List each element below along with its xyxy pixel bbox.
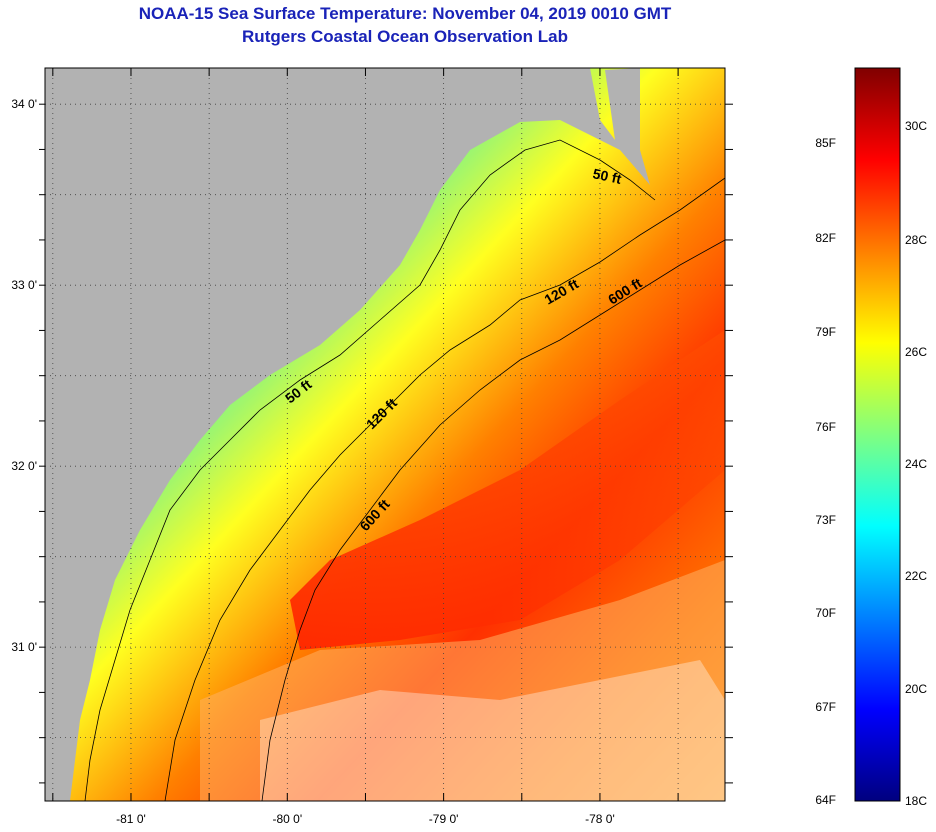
- lat-tick-label: 33 0': [11, 278, 37, 292]
- colorbar-c-label: 30C: [905, 119, 927, 133]
- colorbar-labels: 85F 82F 79F 76F 73F 70F 67F 64F 30C 28C 26C 24C 22C 2…: [815, 119, 927, 808]
- colorbar-c-label: 22C: [905, 569, 927, 583]
- colorbar-c-label: 26C: [905, 345, 927, 359]
- colorbar-c-label: 18C: [905, 794, 927, 808]
- colorbar: [854, 67, 901, 802]
- lon-tick-label: -81 0': [116, 812, 146, 826]
- colorbar-c-label: 28C: [905, 233, 927, 247]
- gulf-stream-warm-band: [290, 330, 725, 650]
- cloud-cover: [260, 660, 725, 801]
- lat-lon-grid: [45, 68, 725, 801]
- map-frame: [44, 67, 726, 802]
- colorbar-f-label: 82F: [815, 231, 836, 245]
- lat-tick-label: 34 0': [11, 97, 37, 111]
- contour-120ft: [164, 177, 725, 801]
- colorbar-c-label: 20C: [905, 682, 927, 696]
- colorbar-f-label: 73F: [815, 513, 836, 527]
- axis-ticks: [39, 68, 733, 801]
- southern-warm-region: [200, 560, 725, 801]
- map-title: NOAA-15 Sea Surface Temperature: Novembe…: [138, 4, 672, 23]
- lat-tick-label: 31 0': [11, 640, 37, 654]
- colorbar-f-label: 70F: [815, 606, 836, 620]
- lon-tick-label: -80 0': [272, 812, 302, 826]
- colorbar-f-label: 79F: [815, 325, 836, 339]
- contour-600ft: [261, 239, 725, 801]
- colorbar-f-label: 85F: [815, 136, 836, 150]
- colorbar-c-label: 24C: [905, 457, 927, 471]
- axis-tick-labels: -81 0' -80 0' -79 0' -78 0' 34 0' 33 0' 32 0' 3…: [11, 97, 614, 826]
- land-mass: [45, 68, 650, 801]
- colorbar-f-label: 64F: [815, 793, 836, 807]
- map-subtitle: Rutgers Coastal Ocean Observation Lab: [242, 27, 568, 46]
- map-area: [45, 68, 725, 801]
- lat-tick-label: 32 0': [11, 459, 37, 473]
- lon-tick-label: -78 0': [585, 812, 615, 826]
- lon-tick-label: -79 0': [429, 812, 459, 826]
- colorbar-f-label: 67F: [815, 700, 836, 714]
- contour-50ft: [84, 139, 656, 801]
- contour-label-50ft-north: 50 ft: [591, 165, 623, 187]
- colorbar-f-label: 76F: [815, 420, 836, 434]
